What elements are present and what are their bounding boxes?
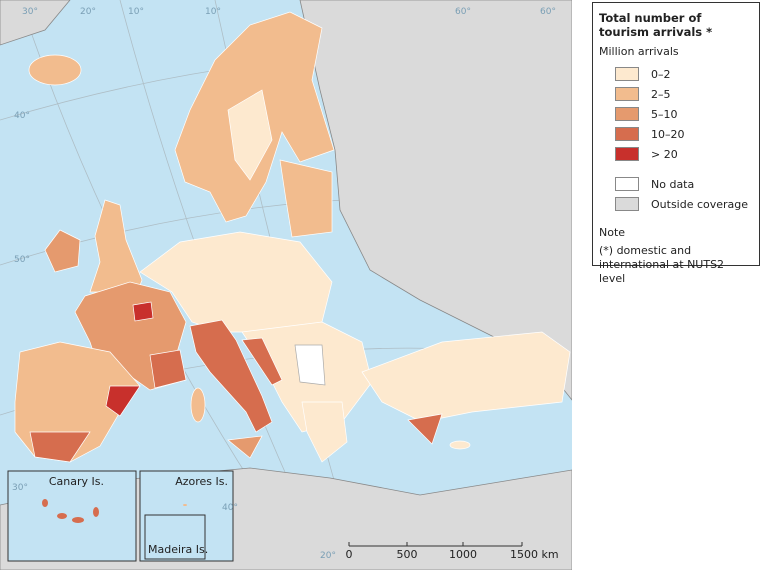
note-title: Note (599, 226, 626, 239)
region (105, 385, 141, 417)
legend-entry: No data (615, 174, 749, 194)
island (72, 517, 84, 523)
insets (7, 470, 234, 562)
graticule-label: 20° (320, 551, 336, 561)
legend-swatch (615, 147, 639, 161)
legend-label: 5–10 (651, 107, 678, 121)
region (149, 349, 187, 389)
region (301, 401, 348, 463)
legend-entry: 10–20 (615, 124, 749, 144)
legend-unit: Million arrivals (599, 45, 679, 58)
gap (599, 164, 749, 174)
region (227, 435, 263, 459)
legend-entry: 5–10 (615, 104, 749, 124)
region (44, 229, 81, 273)
region (361, 331, 571, 423)
region (227, 89, 273, 181)
region (189, 319, 273, 433)
land-east (299, 0, 572, 401)
region (28, 54, 82, 86)
inset-label: Canary Is. (49, 475, 104, 488)
graticule-label: 20° (80, 7, 96, 17)
graticule-label: 30° (12, 483, 28, 493)
legend-title: Total number of tourism arrivals * (599, 11, 713, 39)
region (294, 344, 326, 386)
legend-label: Outside coverage (651, 197, 749, 211)
scale-label: 500 (397, 548, 418, 561)
inset-label: Madeira Is. (148, 543, 208, 556)
legend-swatch (615, 87, 639, 101)
inset-islands (42, 499, 187, 523)
graticule-label: 60° (540, 7, 556, 17)
island (93, 507, 99, 517)
legend-label: > 20 (651, 147, 678, 161)
scale-label: 1500 km (510, 548, 559, 561)
graticule-label: 50° (14, 255, 30, 265)
legend-entry: 2–5 (615, 84, 749, 104)
inset-frame (144, 514, 206, 560)
scale-label: 0 (346, 548, 353, 561)
region (29, 431, 91, 463)
graticule-label: 60° (455, 7, 471, 17)
legend-swatch (615, 177, 639, 191)
note-text: (*) domestic and international at NUTS2 … (599, 244, 725, 285)
graticule-label: 30° (22, 7, 38, 17)
region (449, 440, 471, 450)
island (57, 513, 67, 519)
legend-swatch (615, 127, 639, 141)
region (132, 301, 154, 322)
regions (14, 11, 571, 463)
graticule-label: 10° (128, 7, 144, 17)
legend-label: No data (651, 177, 695, 191)
scale-label: 1000 (449, 548, 477, 561)
legend-swatch (615, 197, 639, 211)
inset-frame (7, 470, 137, 562)
legend-entry: 0–2 (615, 64, 749, 84)
map: Canary Is. Azores Is. Madeira Is. 0 500 1000 1… (0, 0, 572, 570)
inset-label: Azores Is. (175, 475, 228, 488)
graticule-label: 40° (222, 503, 238, 513)
legend-label: 10–20 (651, 127, 685, 141)
island (42, 499, 48, 507)
legend-entry: Outside coverage (615, 194, 749, 214)
legend: Total number of tourism arrivals * Milli… (592, 2, 760, 285)
land-northwest (0, 0, 71, 46)
legend-label: 0–2 (651, 67, 671, 81)
island (183, 504, 187, 506)
legend-swatch (615, 107, 639, 121)
legend-entry: > 20 (615, 144, 749, 164)
graticule-label: 10° (205, 7, 221, 17)
legend-extra: No data Outside coverage (599, 174, 749, 214)
legend-swatch (615, 67, 639, 81)
region (190, 387, 206, 423)
region (241, 337, 283, 386)
region (279, 159, 333, 238)
region (407, 413, 443, 445)
legend-label: 2–5 (651, 87, 671, 101)
legend-items: 0–2 2–5 5–10 10–20 > 20 (599, 64, 749, 164)
graticule-label: 40° (14, 111, 30, 121)
